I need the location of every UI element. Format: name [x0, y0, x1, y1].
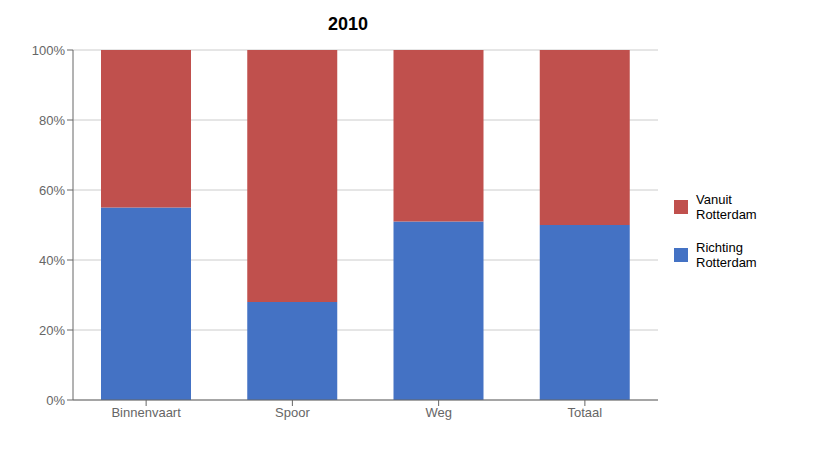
svg-text:20%: 20% — [39, 323, 65, 338]
svg-text:80%: 80% — [39, 113, 65, 128]
svg-text:Weg: Weg — [425, 405, 452, 420]
html-text:Richting: Richting — [696, 240, 743, 255]
html-text:Rotterdam: Rotterdam — [696, 207, 757, 222]
svg-text:100%: 100% — [32, 43, 66, 58]
html-text:Rotterdam: Rotterdam — [696, 255, 757, 270]
svg-text:40%: 40% — [39, 253, 65, 268]
svg-text:Spoor: Spoor — [275, 405, 310, 420]
html-text:2010: 2010 — [328, 14, 368, 34]
svg-text:0%: 0% — [46, 393, 65, 408]
svg-text:Binnenvaart: Binnenvaart — [111, 405, 181, 420]
html-text:Vanuit: Vanuit — [696, 192, 732, 207]
svg-text:60%: 60% — [39, 183, 65, 198]
svg-text:Totaal: Totaal — [568, 405, 603, 420]
